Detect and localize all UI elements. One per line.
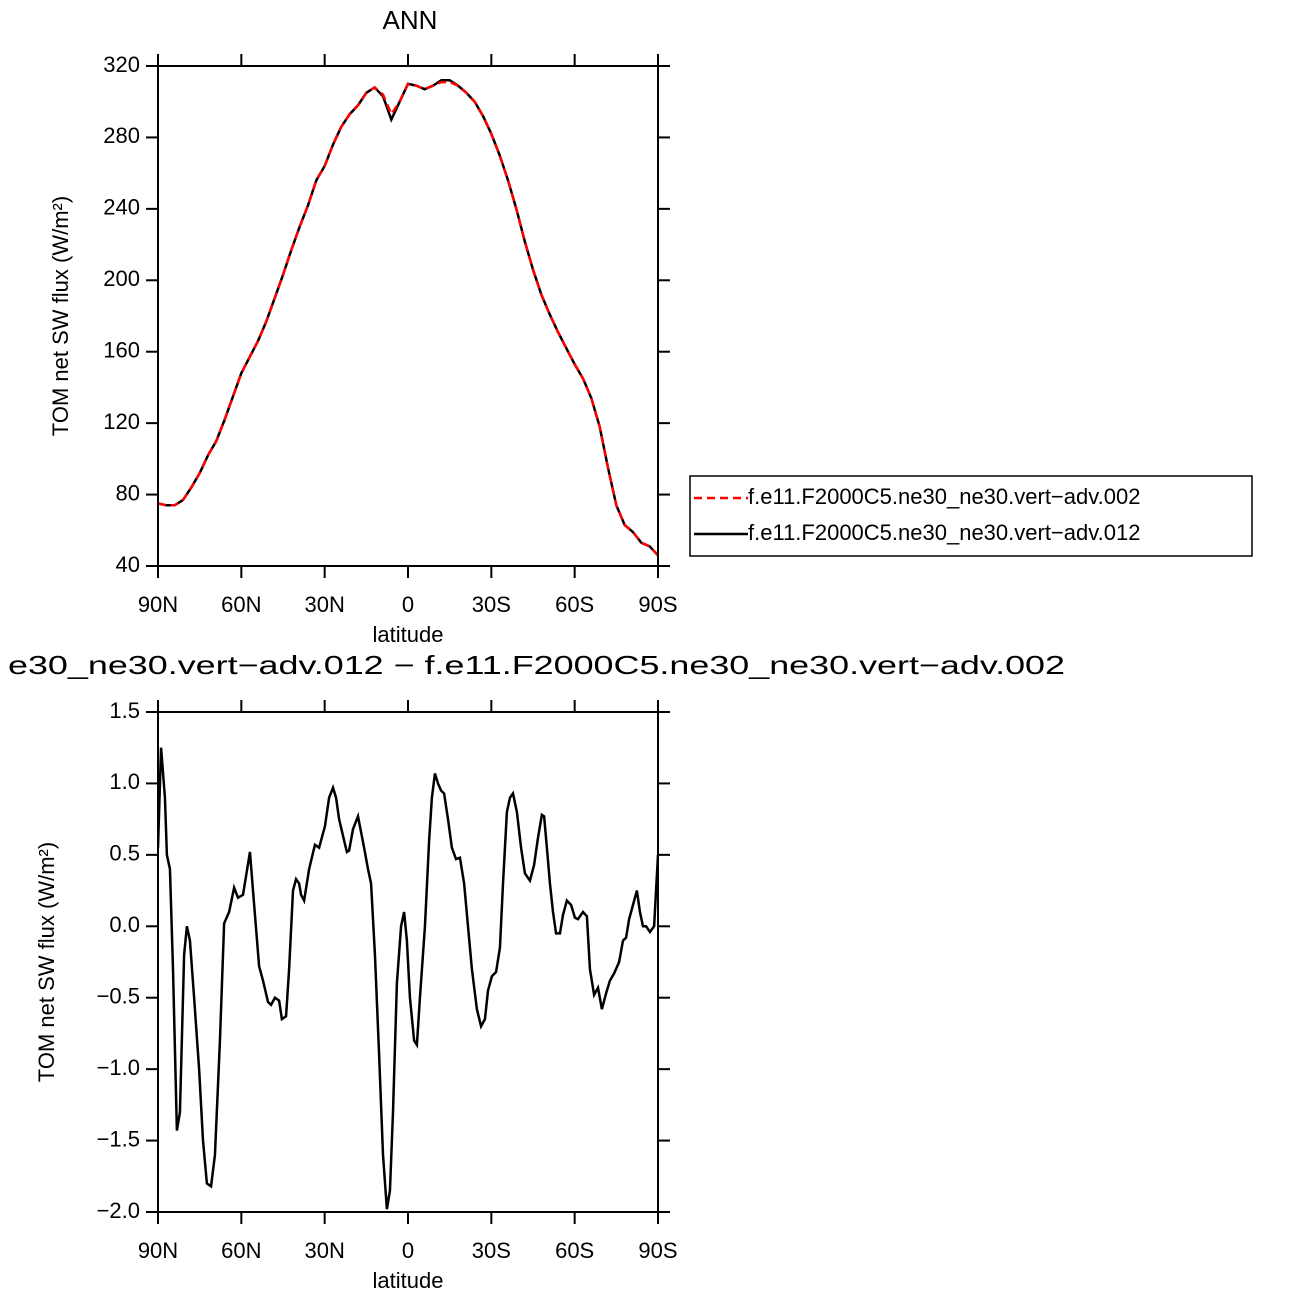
y-tick-label: 240 — [103, 195, 140, 220]
data-line — [158, 80, 658, 557]
x-tick-label: 30N — [304, 1238, 344, 1263]
y-tick-label: 160 — [103, 338, 140, 363]
x-axis-label: latitude — [373, 1268, 444, 1293]
x-tick-label: 90N — [138, 592, 178, 617]
x-tick-label: 60N — [221, 592, 261, 617]
x-tick-label: 60S — [555, 592, 594, 617]
y-tick-label: 1.0 — [109, 769, 140, 794]
y-tick-label: 320 — [103, 52, 140, 77]
y-tick-label: 120 — [103, 409, 140, 434]
y-axis-label: TOM net SW flux (W/m²) — [48, 196, 73, 436]
x-tick-label: 30S — [472, 592, 511, 617]
plot-frame — [157, 65, 659, 567]
x-tick-label: 60N — [221, 1238, 261, 1263]
legend-box — [689, 475, 1253, 557]
x-tick-label: 90S — [638, 1238, 677, 1263]
y-axis-label: TOM net SW flux (W/m²) — [34, 842, 59, 1082]
y-tick-label: −0.5 — [97, 984, 140, 1009]
y-tick-label: 280 — [103, 123, 140, 148]
data-line — [158, 79, 658, 557]
legend-label: f.e11.F2000C5.ne30_ne30.vert−adv.002 — [748, 484, 1140, 509]
y-tick-label: −2.0 — [97, 1198, 140, 1223]
y-tick-label: −1.0 — [97, 1055, 140, 1080]
x-tick-label: 60S — [555, 1238, 594, 1263]
y-tick-label: 200 — [103, 266, 140, 291]
y-tick-label: −1.5 — [97, 1126, 140, 1151]
x-tick-label: 30N — [304, 592, 344, 617]
y-tick-label: 0.0 — [109, 912, 140, 937]
legend-label: f.e11.F2000C5.ne30_ne30.vert−adv.012 — [748, 520, 1140, 545]
y-tick-label: 1.5 — [109, 698, 140, 723]
x-tick-label: 0 — [402, 1238, 414, 1263]
data-line — [158, 747, 658, 1210]
plot-frame — [157, 711, 659, 1213]
chart-title: ANN — [383, 5, 438, 35]
y-tick-label: 80 — [116, 480, 140, 505]
x-tick-label: 90S — [638, 592, 677, 617]
x-axis-label: latitude — [373, 622, 444, 647]
x-tick-label: 0 — [402, 592, 414, 617]
y-tick-label: 40 — [116, 552, 140, 577]
x-tick-label: 30S — [472, 1238, 511, 1263]
y-tick-label: 0.5 — [109, 841, 140, 866]
x-tick-label: 90N — [138, 1238, 178, 1263]
chart-title: e30_ne30.vert−adv.012 − f.e11.F2000C5.ne… — [8, 650, 1065, 680]
